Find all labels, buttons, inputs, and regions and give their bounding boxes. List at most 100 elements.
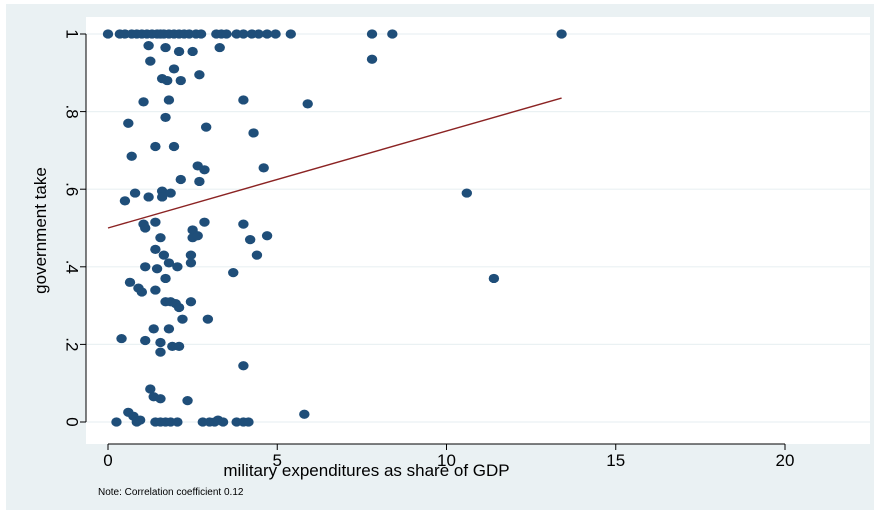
data-point	[195, 29, 207, 39]
data-point	[158, 250, 170, 260]
y-tick-label: .4	[63, 260, 82, 274]
data-point	[163, 95, 175, 105]
data-point	[126, 151, 137, 161]
data-point	[138, 97, 149, 107]
data-point	[200, 122, 212, 132]
data-point	[173, 341, 185, 351]
data-point	[119, 196, 131, 206]
data-point	[302, 99, 313, 109]
data-point	[261, 29, 273, 39]
data-point	[228, 268, 239, 278]
data-point	[182, 396, 193, 406]
data-point	[214, 42, 225, 53]
data-point	[238, 29, 249, 39]
data-point	[143, 41, 154, 51]
data-point	[136, 287, 148, 297]
data-point	[124, 277, 136, 287]
data-point	[175, 174, 186, 185]
data-point	[150, 244, 161, 254]
data-point	[155, 394, 166, 404]
data-point	[244, 235, 256, 245]
data-point	[172, 262, 183, 272]
data-point	[366, 54, 378, 64]
data-point	[148, 324, 159, 334]
data-point	[185, 258, 197, 268]
data-point	[156, 192, 168, 202]
y-axis-title: government take	[31, 167, 50, 294]
chart-note: Note: Correlation coefficient 0.12	[98, 487, 244, 498]
data-point	[173, 302, 185, 313]
data-point	[185, 297, 197, 307]
data-point	[199, 165, 210, 175]
data-point	[238, 361, 249, 371]
data-point	[199, 217, 210, 227]
data-point	[387, 29, 398, 39]
data-points	[102, 29, 567, 427]
data-point	[217, 417, 229, 427]
data-point	[140, 335, 151, 346]
data-point	[202, 314, 214, 324]
data-point	[155, 347, 166, 357]
data-point	[102, 29, 114, 39]
data-point	[243, 417, 254, 427]
axes: 0.2.4.6.810 5 10 15 20	[63, 29, 795, 470]
data-point	[185, 250, 197, 260]
scatter-chart: 0.2.4.6.810 5 10 15 20 military expenditures…	[6, 4, 874, 510]
data-point	[270, 29, 281, 39]
data-point	[140, 262, 151, 272]
plot-area	[86, 17, 870, 444]
data-point	[162, 75, 173, 86]
data-point	[165, 188, 176, 198]
data-point	[299, 409, 310, 419]
data-point	[168, 141, 180, 152]
data-point	[173, 46, 185, 57]
data-point	[251, 250, 263, 260]
data-point	[160, 112, 171, 123]
data-point	[116, 333, 127, 344]
data-point	[461, 188, 473, 198]
data-point	[258, 163, 269, 173]
x-tick-label: 5	[273, 451, 282, 470]
data-point	[175, 75, 186, 86]
data-point	[168, 64, 180, 74]
data-point	[155, 233, 166, 243]
data-point	[163, 324, 175, 334]
data-point	[366, 29, 378, 39]
data-point	[134, 415, 146, 425]
data-point	[261, 231, 273, 241]
data-point	[145, 56, 156, 66]
data-point	[151, 264, 163, 274]
data-point	[177, 314, 188, 324]
x-tick-label: 20	[776, 451, 795, 470]
data-point	[145, 384, 156, 394]
data-point	[160, 273, 171, 284]
x-tick-label: 15	[606, 451, 625, 470]
y-tick-label: 0	[63, 417, 82, 426]
data-point	[163, 258, 175, 268]
data-point	[143, 192, 154, 202]
x-axis-title: military expenditures as share of GDP	[223, 461, 509, 480]
data-point	[488, 273, 500, 284]
y-tick-label: 1	[63, 29, 82, 38]
data-point	[238, 219, 249, 229]
data-point	[123, 118, 134, 128]
data-point	[253, 29, 264, 39]
data-point	[194, 176, 205, 187]
x-tick-label: 10	[437, 451, 456, 470]
data-point	[155, 337, 166, 348]
x-tick-label: 0	[103, 451, 112, 470]
chart-frame: 0.2.4.6.8 1 0 5 10 15 20 military expenditures…	[6, 4, 874, 510]
data-point	[129, 188, 141, 198]
data-point	[140, 223, 151, 233]
y-tick-label: .8	[63, 105, 82, 119]
fit-line	[107, 97, 562, 229]
data-point	[248, 128, 259, 138]
data-point	[172, 417, 183, 427]
y-tick-label: .6	[63, 182, 82, 196]
data-point	[192, 231, 203, 241]
y-tick-label: .2	[63, 337, 82, 351]
data-point	[111, 417, 122, 427]
data-point	[238, 95, 249, 105]
data-point	[194, 70, 205, 80]
data-point	[150, 217, 161, 227]
